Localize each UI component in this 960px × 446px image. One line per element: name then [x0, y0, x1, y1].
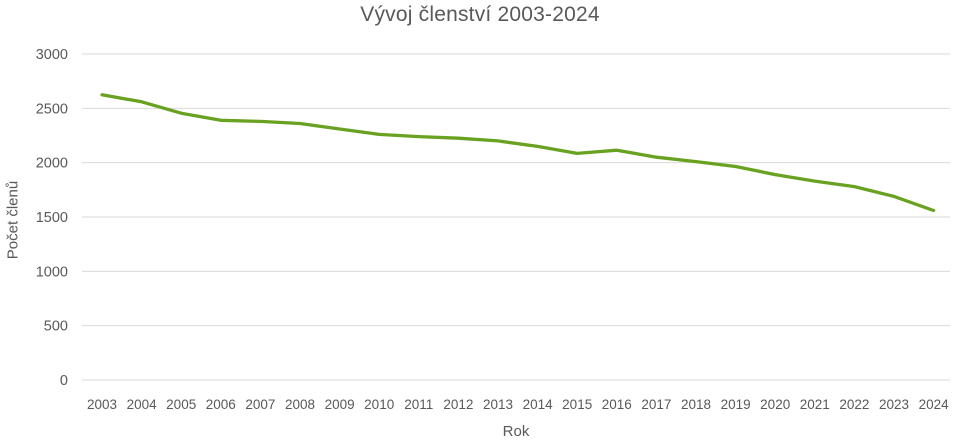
- x-tick-label: 2012: [443, 397, 473, 412]
- x-tick-label: 2022: [839, 397, 869, 412]
- x-tick-label: 2017: [641, 397, 671, 412]
- x-tick-label: 2003: [87, 397, 117, 412]
- x-tick-label: 2021: [800, 397, 830, 412]
- x-tick-label: 2015: [562, 397, 592, 412]
- chart-title: Vývoj členství 2003-2024: [360, 3, 600, 26]
- y-tick-label: 500: [44, 319, 68, 335]
- x-tick-label: 2008: [285, 397, 315, 412]
- x-tick-label: 2020: [760, 397, 790, 412]
- x-tick-label: 2019: [721, 397, 751, 412]
- y-tick-label: 2500: [36, 101, 68, 117]
- y-tick-label: 0: [60, 373, 68, 389]
- x-tick-label: 2007: [245, 397, 275, 412]
- x-tick-label: 2023: [879, 397, 909, 412]
- y-tick-label: 3000: [36, 47, 68, 63]
- y-tick-label: 2000: [36, 156, 68, 172]
- x-tick-label: 2018: [681, 397, 711, 412]
- x-tick-label: 2016: [602, 397, 632, 412]
- x-tick-label: 2005: [166, 397, 196, 412]
- x-tick-label: 2010: [364, 397, 394, 412]
- x-tick-label: 2004: [127, 397, 158, 412]
- x-tick-label: 2024: [919, 397, 950, 412]
- x-tick-label: 2013: [483, 397, 513, 412]
- x-axis-title: Rok: [502, 423, 530, 440]
- y-axis-title: Počet členů: [4, 180, 22, 260]
- x-tick-label: 2011: [404, 397, 433, 412]
- x-tick-label: 2014: [523, 397, 554, 412]
- x-tick-label: 2006: [206, 397, 236, 412]
- y-tick-label: 1500: [36, 210, 68, 226]
- membership-line-series: [100, 93, 936, 213]
- y-tick-label: 1000: [36, 264, 68, 280]
- x-tick-label: 2009: [325, 397, 355, 412]
